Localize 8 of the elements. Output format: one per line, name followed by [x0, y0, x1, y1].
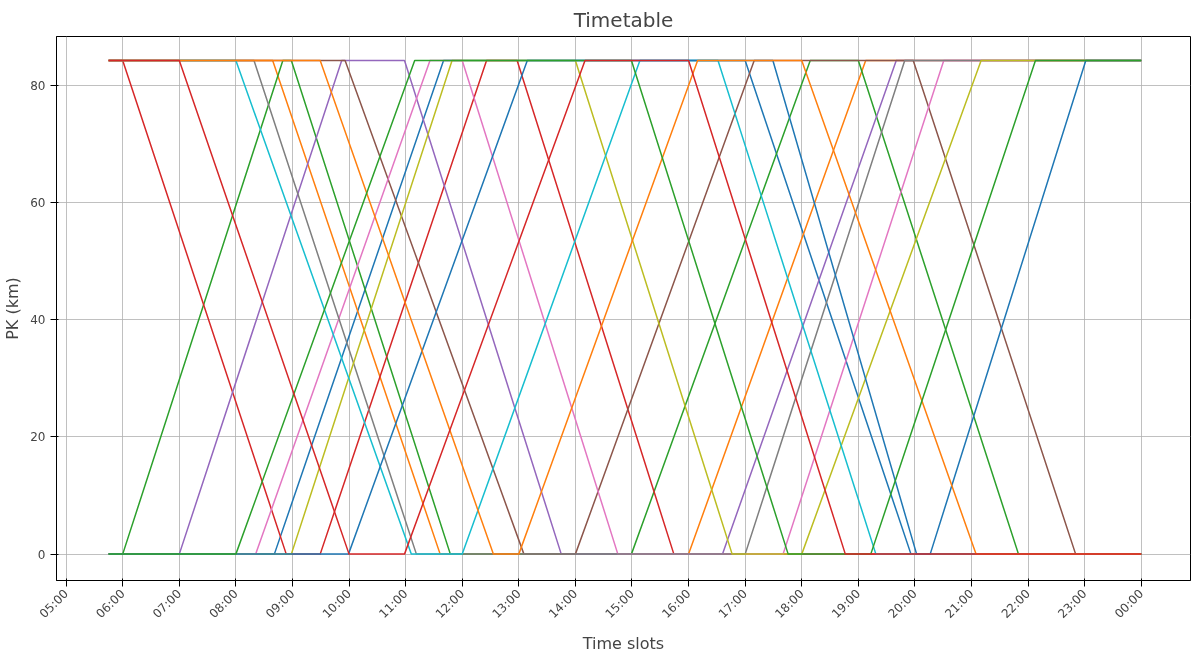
y-tick-label: 60	[30, 195, 46, 210]
y-tick-label: 40	[30, 313, 46, 328]
y-tick-label: 20	[30, 430, 46, 445]
y-axis-title: PK (km)	[3, 277, 23, 340]
y-tick-label: 80	[30, 78, 46, 93]
y-tick-label: 0	[37, 547, 46, 562]
x-axis-title: Time slots	[581, 633, 665, 653]
chart-title: Timetable	[572, 7, 674, 32]
